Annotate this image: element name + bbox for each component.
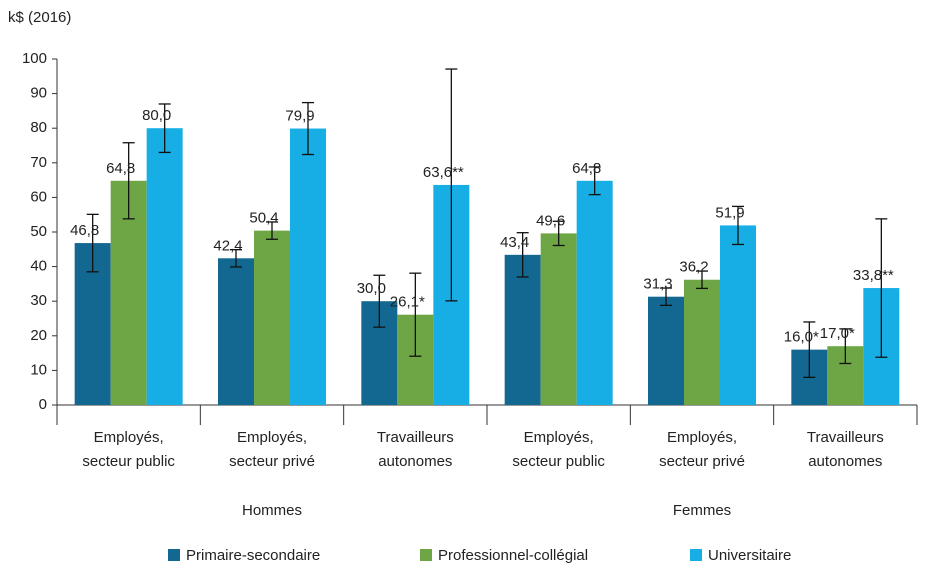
- group-label: Femmes: [673, 502, 731, 519]
- legend-swatch: [168, 549, 180, 561]
- value-label: 64,8: [572, 160, 601, 177]
- bar: [540, 233, 577, 405]
- y-tick-label: 0: [39, 396, 47, 413]
- value-label: 46,8: [70, 222, 99, 239]
- y-tick-label: 80: [30, 119, 47, 136]
- error-bar: [409, 272, 422, 357]
- x-tick-label: autonomes: [378, 453, 452, 470]
- bar: [576, 180, 613, 405]
- value-label: 63,6**: [423, 164, 464, 181]
- value-label: 64,8: [106, 160, 135, 177]
- value-label: 30,0: [357, 280, 386, 297]
- value-label: 43,4: [500, 234, 529, 251]
- error-bar: [158, 103, 171, 154]
- value-label: 80,0: [142, 107, 171, 124]
- error-bar: [588, 166, 601, 196]
- y-tick-label: 60: [30, 188, 47, 205]
- legend-label: Professionnel-collégial: [438, 547, 588, 564]
- error-bar: [696, 270, 708, 290]
- y-tick-label: 30: [30, 292, 47, 309]
- error-bar: [660, 287, 672, 307]
- y-tick-label: 50: [30, 223, 47, 240]
- bar: [218, 258, 254, 405]
- legend-swatch: [690, 549, 702, 561]
- x-tick-label: autonomes: [808, 453, 882, 470]
- value-label: 16,0*: [784, 329, 819, 346]
- x-tick-label: Travailleurs: [377, 429, 454, 446]
- value-label: 50,4: [249, 210, 278, 227]
- bar: [290, 128, 326, 405]
- value-label: 33,8**: [853, 267, 894, 284]
- value-label: 31,3: [643, 276, 672, 293]
- error-bar: [86, 213, 99, 273]
- x-tick-label: secteur privé: [659, 453, 745, 470]
- legend-swatch: [420, 549, 432, 561]
- value-label: 42,4: [213, 237, 242, 254]
- x-tick-label: Employés,: [237, 429, 307, 446]
- bar: [146, 128, 183, 405]
- error-bar: [552, 220, 565, 247]
- y-tick-label: 100: [22, 50, 47, 67]
- error-bar: [875, 218, 888, 358]
- x-tick-label: secteur privé: [229, 453, 315, 470]
- x-tick-label: Travailleurs: [807, 429, 884, 446]
- error-bar: [373, 274, 386, 328]
- group-label: Hommes: [242, 502, 302, 519]
- value-label: 17,0*: [820, 325, 855, 342]
- value-label: 26,1*: [390, 294, 425, 311]
- bar: [254, 230, 290, 405]
- x-tick-label: Employés,: [524, 429, 594, 446]
- bar: [720, 225, 756, 405]
- bar: [648, 296, 684, 405]
- bar: [504, 254, 541, 405]
- y-tick-label: 90: [30, 85, 47, 102]
- error-bar: [266, 221, 278, 240]
- x-tick-label: secteur public: [82, 453, 175, 470]
- error-bar: [230, 248, 242, 268]
- error-bar: [302, 101, 314, 156]
- value-label: 49,6: [536, 212, 565, 229]
- value-label: 36,2: [679, 259, 708, 276]
- value-label: 79,9: [285, 108, 314, 125]
- x-tick-label: Employés,: [667, 429, 737, 446]
- y-axis-label: k$ (2016): [8, 9, 71, 26]
- bar: [684, 279, 720, 405]
- legend-label: Universitaire: [708, 547, 791, 564]
- error-bar: [122, 142, 135, 220]
- legend-label: Primaire-secondaire: [186, 547, 320, 564]
- x-tick-label: Employés,: [94, 429, 164, 446]
- x-tick-label: secteur public: [512, 453, 605, 470]
- y-tick-label: 70: [30, 154, 47, 171]
- error-bar: [803, 321, 816, 378]
- y-tick-label: 10: [30, 361, 47, 378]
- value-label: 51,9: [715, 204, 744, 221]
- y-tick-label: 20: [30, 327, 47, 344]
- error-bar: [445, 68, 458, 302]
- error-bar: [516, 232, 529, 278]
- error-bar: [839, 328, 852, 365]
- y-tick-label: 40: [30, 258, 47, 275]
- error-bar: [732, 205, 744, 246]
